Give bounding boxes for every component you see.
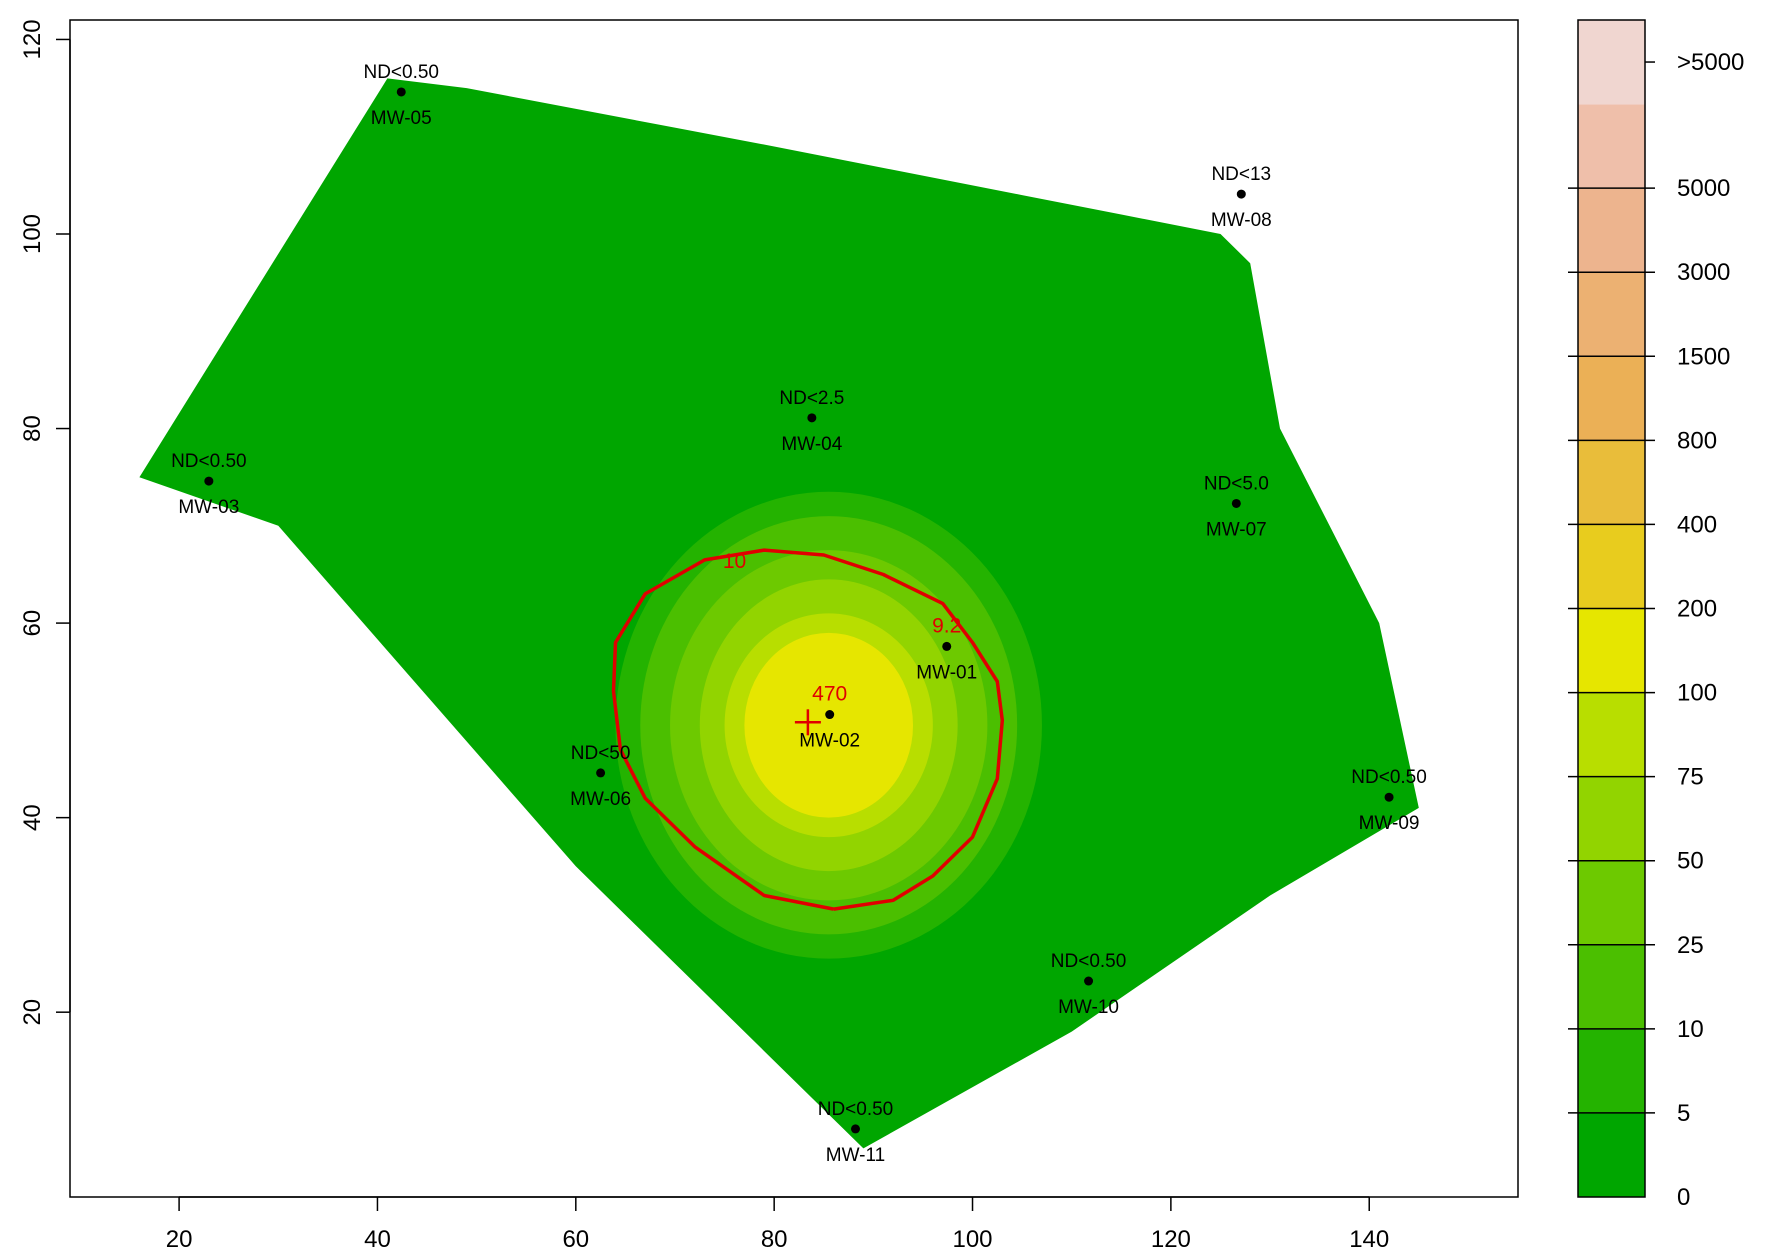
well-point: [825, 710, 835, 720]
well-point: [942, 641, 952, 651]
legend-swatch: [1578, 692, 1645, 778]
plot-area: 10 9.2 MW-01 470 MW-02 ND<0.50 MW-03 ND<2.5 MW-0…: [139, 62, 1427, 1166]
well-id: MW-04: [781, 434, 842, 455]
legend-label: 1500: [1677, 343, 1730, 370]
x-tick-label: 80: [761, 1226, 788, 1253]
well-value: ND<13: [1211, 164, 1271, 185]
well-MW-04: ND<2.5 MW-04: [779, 388, 844, 455]
legend-swatch: [1578, 440, 1645, 525]
well-id: MW-11: [826, 1145, 885, 1166]
well-MW-10: ND<0.50 MW-10: [1051, 951, 1127, 1018]
x-tick-label: 100: [952, 1226, 992, 1253]
well-value: ND<0.50: [818, 1099, 894, 1120]
y-tick-label: 40: [19, 804, 46, 831]
well-MW-03: ND<0.50 MW-03: [171, 451, 247, 518]
well-value: ND<50: [571, 743, 631, 764]
legend-label: 200: [1677, 596, 1717, 623]
contour-line-10: [611, 548, 1005, 911]
x-tick-label: 60: [562, 1226, 589, 1253]
legend-swatch: [1578, 188, 1645, 273]
legend-label: 400: [1677, 511, 1717, 538]
contour-label-10: 10: [723, 550, 746, 573]
color-legend: 0 5 10 25 50 75 100 200 400 800 1500 3000 5000 >5000: [1568, 19, 1744, 1211]
legend-swatch: [1578, 860, 1645, 946]
legend-label: 100: [1677, 680, 1717, 707]
well-value: ND<0.50: [1351, 767, 1427, 788]
y-tick-label: 100: [19, 214, 46, 254]
y-tick-label: 80: [19, 415, 46, 442]
x-tick-label: 120: [1151, 1226, 1191, 1253]
well-MW-06: ND<50 MW-06: [570, 743, 631, 810]
well-value: ND<5.0: [1204, 473, 1269, 494]
legend-label: 10: [1677, 1016, 1704, 1043]
well-value: ND<2.5: [779, 388, 844, 409]
well-MW-08: ND<13 MW-08: [1211, 164, 1272, 231]
legend-label: 25: [1677, 932, 1704, 959]
legend-label: 0: [1677, 1184, 1690, 1211]
well-point: [596, 768, 606, 778]
well-id: MW-05: [371, 108, 432, 129]
x-tick-label: 40: [364, 1226, 391, 1253]
well-point: [850, 1124, 860, 1134]
legend-label: 3000: [1677, 259, 1730, 286]
legend-label: 5000: [1677, 175, 1730, 202]
legend-label: 5: [1677, 1100, 1690, 1127]
well-point: [1236, 189, 1246, 199]
well-MW-02: 470 MW-02: [799, 683, 860, 752]
y-tick-label: 60: [19, 610, 46, 637]
well-value: 470: [812, 683, 847, 706]
well-id: MW-06: [570, 789, 631, 810]
x-tick-label: 20: [166, 1226, 193, 1253]
legend-swatch: [1578, 20, 1645, 105]
legend-swatch: [1578, 524, 1645, 609]
well-point: [396, 87, 406, 97]
y-tick-label: 20: [19, 999, 46, 1026]
legend-swatch: [1578, 1028, 1645, 1114]
well-value: 9.2: [932, 614, 961, 637]
well-value: ND<0.50: [363, 62, 439, 83]
legend-label: 800: [1677, 427, 1717, 454]
well-MW-09: ND<0.50 MW-09: [1351, 767, 1427, 834]
well-id: MW-09: [1359, 813, 1420, 834]
well-value: ND<0.50: [1051, 951, 1127, 972]
y-tick-label: 120: [19, 19, 46, 59]
plume: [615, 491, 1042, 959]
well-point: [1084, 976, 1094, 986]
y-axis: 20 40 60 80 100 120: [19, 19, 71, 1026]
well-id: MW-10: [1058, 997, 1119, 1018]
well-point: [1384, 792, 1394, 802]
legend-label: >5000: [1677, 49, 1744, 76]
well-id: MW-08: [1211, 210, 1272, 231]
legend-swatch: [1578, 104, 1645, 189]
well-point: [807, 413, 817, 423]
well-point: [204, 476, 214, 486]
well-id: MW-07: [1206, 519, 1267, 540]
legend-swatch: [1578, 776, 1645, 862]
well-point: [1231, 498, 1241, 508]
well-MW-11: ND<0.50 MW-11: [818, 1099, 894, 1166]
legend-swatch: [1578, 608, 1645, 694]
legend-swatch: [1578, 1112, 1645, 1198]
x-tick-label: 140: [1349, 1226, 1389, 1253]
legend-swatch: [1578, 944, 1645, 1030]
well-value: ND<0.50: [171, 451, 247, 472]
well-MW-07: ND<5.0 MW-07: [1204, 473, 1269, 540]
well-id: MW-02: [799, 731, 860, 752]
plume-band-100: [744, 632, 914, 818]
legend-swatch: [1578, 272, 1645, 357]
well-MW-05: ND<0.50 MW-05: [363, 62, 439, 129]
well-MW-01: 9.2 MW-01: [916, 614, 977, 683]
legend-label: 50: [1677, 848, 1704, 875]
x-axis: 20 40 60 80 100 120 140: [166, 1196, 1389, 1253]
well-id: MW-03: [178, 497, 239, 518]
legend-swatch: [1578, 356, 1645, 441]
well-id: MW-01: [916, 662, 977, 683]
legend-label: 75: [1677, 764, 1704, 791]
